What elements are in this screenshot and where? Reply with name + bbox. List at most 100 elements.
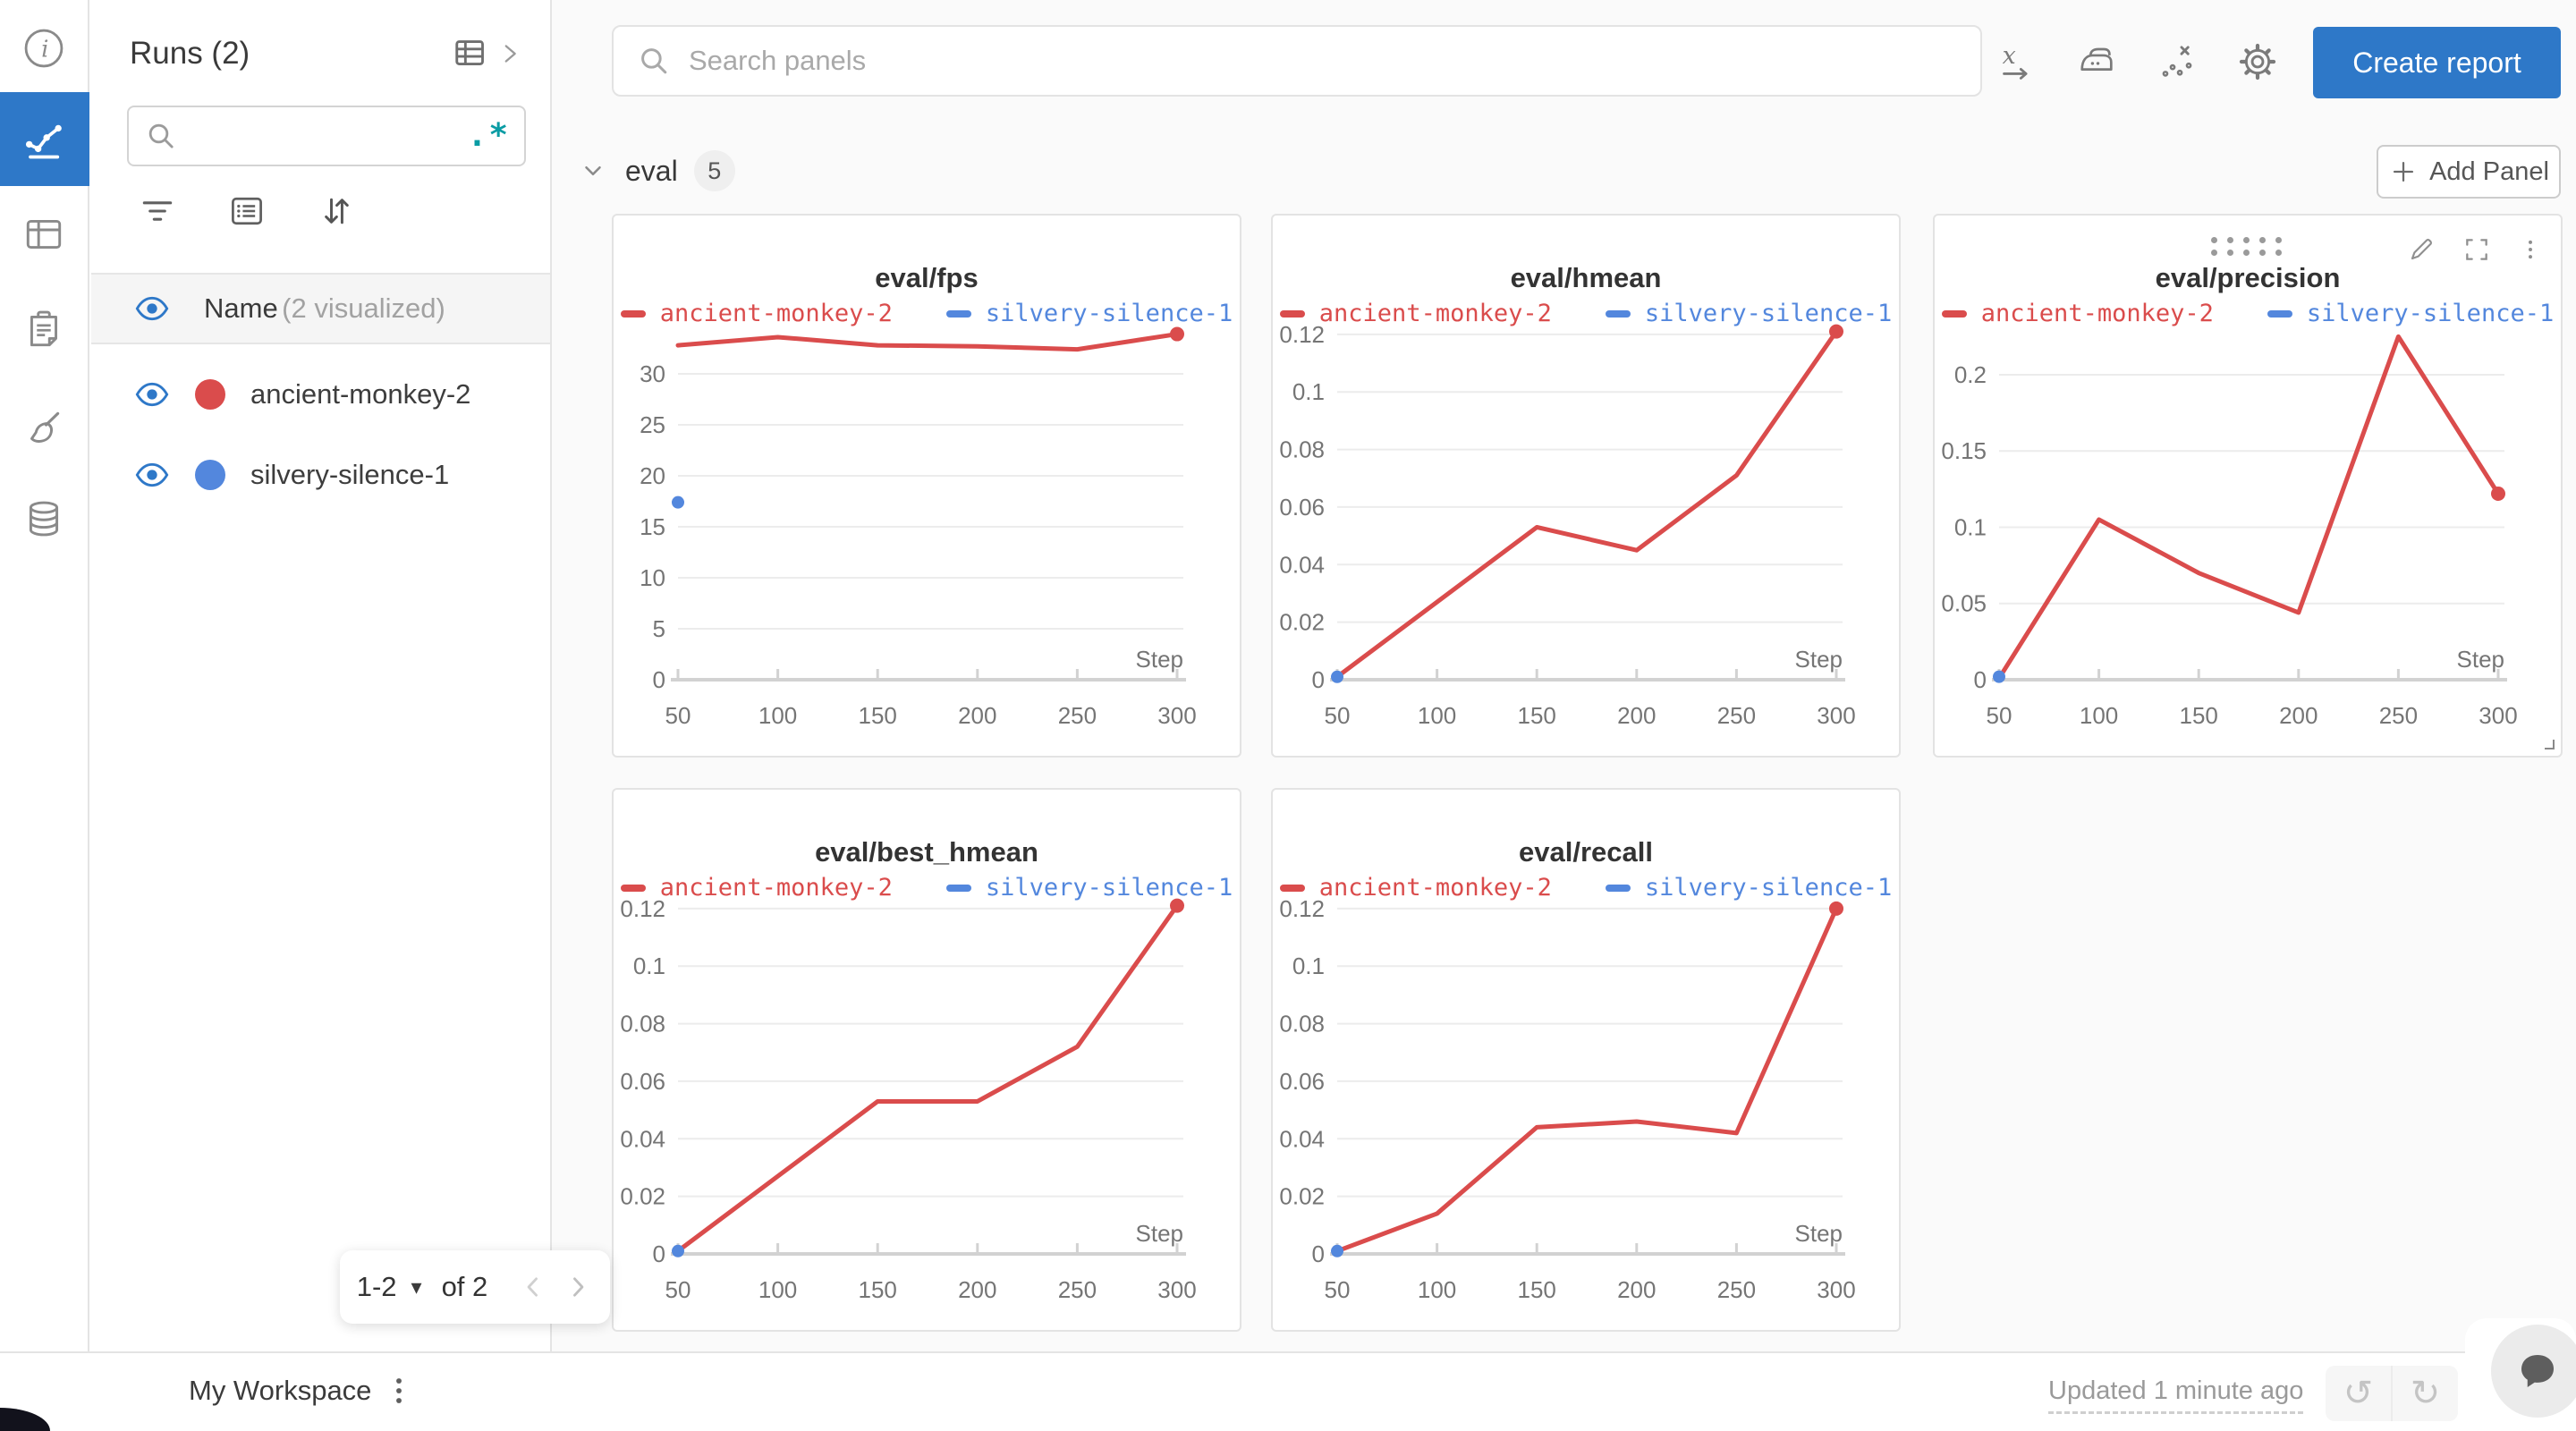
workspace-menu-icon[interactable]	[379, 1371, 419, 1410]
panel-title: eval/recall	[1519, 836, 1653, 868]
open-runs-table-button[interactable]	[452, 33, 525, 74]
runs-pagination: 1-2 ▾ of 2	[340, 1250, 610, 1324]
svg-text:0.04: 0.04	[1279, 551, 1325, 578]
svg-text:250: 250	[1717, 702, 1756, 729]
run-color-dot[interactable]	[195, 379, 225, 410]
x-axis-icon[interactable]: x	[1996, 41, 2037, 82]
panel-title: eval/fps	[875, 262, 979, 293]
chevron-down-icon	[585, 165, 601, 176]
svg-text:20: 20	[640, 462, 665, 489]
sidebar-item-artifacts[interactable]	[0, 474, 88, 563]
run-row[interactable]: ancient-monkey-2	[91, 354, 550, 435]
run-name[interactable]: ancient-monkey-2	[250, 378, 471, 410]
sidebar-item-runs-table[interactable]	[0, 190, 88, 279]
legend-item[interactable]: silvery-silence-1	[2267, 300, 2554, 327]
svg-text:0.1: 0.1	[1292, 378, 1325, 405]
legend-item[interactable]: ancient-monkey-2	[620, 874, 893, 902]
svg-text:0.08: 0.08	[1279, 1011, 1325, 1037]
edit-panel-icon[interactable]	[2407, 235, 2436, 264]
panel-card[interactable]: 0 0.02 0.04 0.06 0.08 0.1 0.12 50 100 150 200 250 30…	[1271, 214, 1901, 758]
svg-text:0: 0	[653, 666, 665, 693]
next-page-icon[interactable]	[563, 1272, 593, 1302]
run-row[interactable]: silvery-silence-1	[91, 435, 550, 515]
legend-item[interactable]: silvery-silence-1	[945, 874, 1233, 902]
chat-bubble-icon	[2521, 1355, 2554, 1387]
svg-text:200: 200	[1617, 702, 1656, 729]
svg-text:Step: Step	[2457, 646, 2505, 673]
svg-text:0.05: 0.05	[1941, 590, 1987, 617]
svg-text:0.06: 0.06	[1279, 1068, 1325, 1095]
legend-item[interactable]: silvery-silence-1	[1605, 300, 1892, 327]
pagination-caret-icon[interactable]: ▾	[411, 1274, 422, 1300]
svg-text:250: 250	[1058, 702, 1097, 729]
search-icon	[641, 48, 667, 74]
fullscreen-icon[interactable]	[2462, 235, 2491, 264]
section-name: eval	[625, 154, 678, 187]
svg-text:0.04: 0.04	[1279, 1125, 1325, 1152]
runs-panel: Runs (2) .*	[91, 0, 610, 1351]
legend-item[interactable]: ancient-monkey-2	[1279, 874, 1552, 902]
chat-launcher-button[interactable]	[2491, 1325, 2576, 1418]
plus-icon	[2394, 161, 2414, 182]
panel-resize-handle[interactable]	[2539, 734, 2555, 750]
undo-button[interactable]: ↺	[2326, 1366, 2393, 1421]
sidebar-item-info[interactable]: i	[0, 4, 88, 93]
svg-text:5: 5	[653, 615, 665, 642]
legend-item[interactable]: silvery-silence-1	[1605, 874, 1892, 902]
add-panel-button[interactable]: Add Panel	[2377, 145, 2561, 199]
pagination-total: of 2	[441, 1271, 488, 1302]
runs-panel-title: Runs (2)	[130, 36, 250, 71]
svg-text:Step: Step	[1136, 1220, 1184, 1247]
workspace-settings-icons: x	[1996, 41, 2278, 82]
panel-menu-icon[interactable]	[2518, 237, 2543, 262]
sidebar-item-workspace-active[interactable]	[0, 92, 89, 186]
svg-text:150: 150	[859, 1276, 897, 1303]
sidebar-item-sweeps[interactable]	[0, 383, 88, 472]
panel-card[interactable]: 0 5 10 15 20 25 30 50 100 150 200 250 300 Step eval/f…	[612, 214, 1241, 758]
group-list-icon[interactable]	[227, 191, 267, 231]
svg-text:0.08: 0.08	[1279, 436, 1325, 463]
updated-timestamp[interactable]: Updated 1 minute ago	[2048, 1376, 2304, 1414]
panel-drag-handle[interactable]	[2211, 237, 2284, 258]
svg-text:i: i	[41, 37, 48, 64]
svg-text:0.1: 0.1	[633, 953, 665, 979]
panel-actions	[2407, 235, 2543, 264]
create-report-button[interactable]: Create report	[2313, 27, 2561, 98]
svg-text:300: 300	[1157, 702, 1196, 729]
svg-text:150: 150	[1518, 702, 1556, 729]
regex-toggle[interactable]: .*	[467, 117, 510, 154]
svg-text:250: 250	[1058, 1276, 1097, 1303]
legend-item[interactable]: ancient-monkey-2	[1941, 300, 2214, 327]
sort-icon[interactable]	[317, 191, 356, 231]
run-name[interactable]: silvery-silence-1	[250, 459, 450, 490]
eye-icon[interactable]	[134, 291, 170, 326]
panel-card[interactable]: 0 0.02 0.04 0.06 0.08 0.1 0.12 50 100 150 200 250 30…	[612, 788, 1241, 1332]
eye-icon[interactable]	[134, 457, 170, 493]
runs-search-input[interactable]	[179, 121, 468, 151]
svg-text:50: 50	[1325, 702, 1351, 729]
pagination-range[interactable]: 1-2	[356, 1271, 397, 1302]
legend-item[interactable]: ancient-monkey-2	[1279, 300, 1552, 327]
svg-text:200: 200	[958, 702, 996, 729]
runs-name-header: Name (2 visualized)	[91, 273, 550, 344]
chart-plot: 0 5 10 15 20 25 30 50 100 150 200 250 300 Step	[640, 326, 1197, 729]
svg-text:100: 100	[2080, 702, 2118, 729]
section-header-eval[interactable]: eval 5	[577, 150, 735, 191]
panel-card[interactable]: 0 0.02 0.04 0.06 0.08 0.1 0.12 50 100 150 200 250 30…	[1271, 788, 1901, 1332]
panel-search-input[interactable]	[689, 45, 1959, 77]
svg-text:0.02: 0.02	[620, 1183, 665, 1210]
legend-item[interactable]: ancient-monkey-2	[620, 300, 893, 327]
prev-page-icon[interactable]	[518, 1272, 548, 1302]
outliers-icon[interactable]	[2157, 41, 2198, 82]
filter-icon[interactable]	[138, 191, 177, 231]
sidebar-item-logs[interactable]	[0, 284, 88, 374]
run-color-dot[interactable]	[195, 460, 225, 490]
svg-text:250: 250	[2379, 702, 2418, 729]
legend-item[interactable]: silvery-silence-1	[945, 300, 1233, 327]
redo-button[interactable]: ↻	[2410, 1374, 2441, 1413]
settings-gear-icon[interactable]	[2237, 41, 2278, 82]
svg-text:50: 50	[665, 702, 691, 729]
panel-card[interactable]: 0 0.05 0.1 0.15 0.2 50 100 150 200 250 300 Step eva…	[1933, 214, 2563, 758]
eye-icon[interactable]	[134, 377, 170, 412]
smoothing-icon[interactable]	[2076, 41, 2117, 82]
